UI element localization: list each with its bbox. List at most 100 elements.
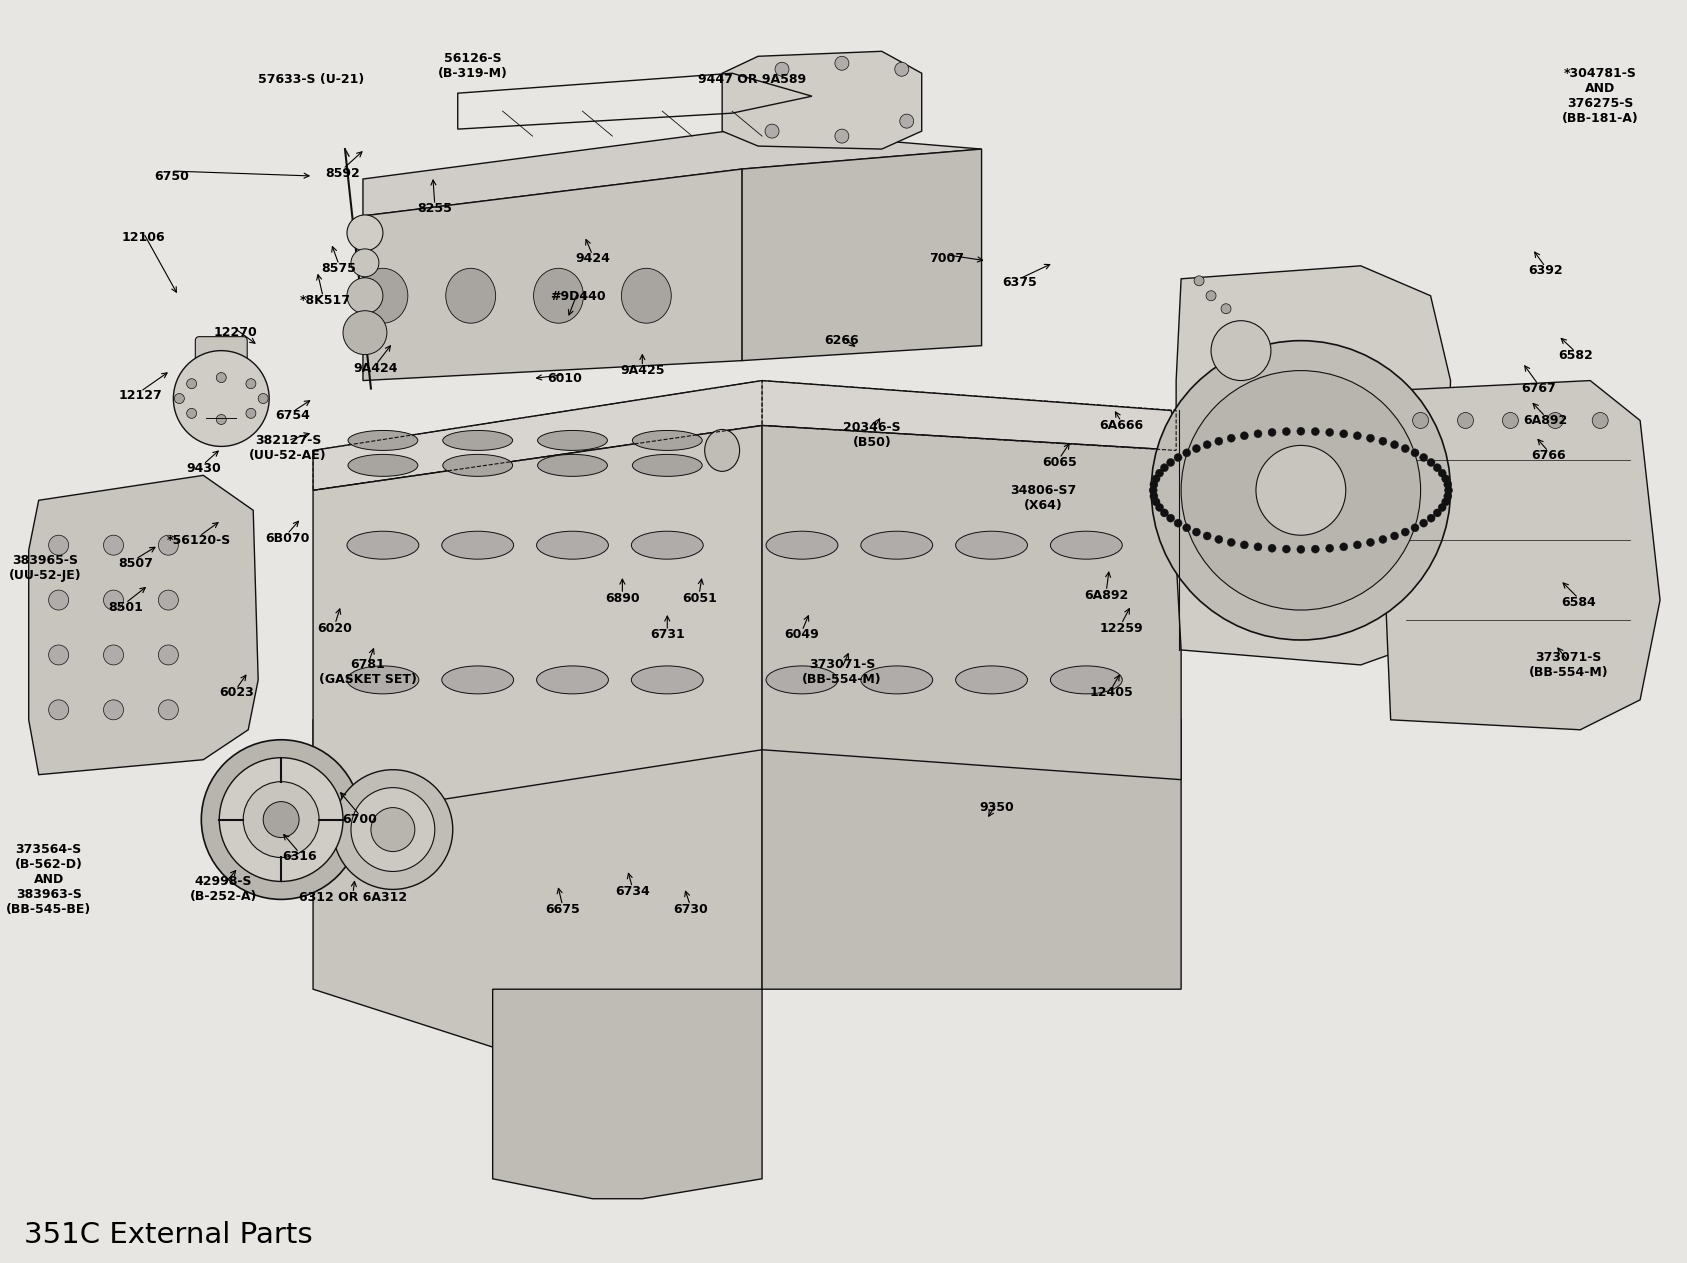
- Text: 12270: 12270: [213, 326, 256, 340]
- Circle shape: [342, 311, 386, 355]
- Circle shape: [1174, 519, 1183, 527]
- Polygon shape: [363, 129, 982, 216]
- Text: 6700: 6700: [342, 813, 378, 826]
- Polygon shape: [1176, 265, 1451, 664]
- Ellipse shape: [442, 455, 513, 476]
- Ellipse shape: [348, 455, 418, 476]
- Text: 6731: 6731: [649, 629, 685, 642]
- Text: 6316: 6316: [282, 850, 317, 863]
- Text: 6A892: 6A892: [1523, 414, 1567, 427]
- Circle shape: [103, 700, 123, 720]
- Circle shape: [1156, 469, 1164, 477]
- Polygon shape: [493, 989, 763, 1199]
- Circle shape: [1593, 413, 1608, 428]
- Circle shape: [1339, 429, 1348, 438]
- Circle shape: [1434, 509, 1441, 517]
- Text: 6A666: 6A666: [1100, 419, 1144, 432]
- Circle shape: [1149, 486, 1157, 494]
- Text: 57633-S (U-21): 57633-S (U-21): [258, 73, 364, 86]
- Circle shape: [246, 408, 256, 418]
- Ellipse shape: [348, 666, 418, 693]
- Ellipse shape: [358, 268, 408, 323]
- Circle shape: [246, 379, 256, 389]
- Text: 8255: 8255: [417, 202, 452, 216]
- Text: 6890: 6890: [606, 591, 639, 605]
- Circle shape: [1240, 432, 1248, 440]
- Polygon shape: [363, 169, 742, 380]
- Polygon shape: [722, 52, 921, 149]
- Circle shape: [1353, 541, 1361, 549]
- Circle shape: [1203, 441, 1211, 448]
- Polygon shape: [314, 380, 1181, 490]
- Circle shape: [899, 114, 914, 128]
- Circle shape: [1547, 413, 1564, 428]
- Circle shape: [1439, 504, 1446, 512]
- Circle shape: [1339, 543, 1348, 551]
- Text: 6750: 6750: [154, 169, 189, 183]
- Text: 6375: 6375: [1002, 277, 1038, 289]
- Circle shape: [1221, 303, 1232, 313]
- Circle shape: [49, 536, 69, 556]
- Circle shape: [174, 394, 184, 403]
- Circle shape: [332, 769, 452, 889]
- Circle shape: [1193, 445, 1201, 452]
- Ellipse shape: [442, 532, 513, 560]
- Ellipse shape: [538, 431, 607, 451]
- Ellipse shape: [536, 666, 609, 693]
- Text: 373071-S
(BB-554-M): 373071-S (BB-554-M): [801, 658, 882, 686]
- Circle shape: [835, 57, 849, 71]
- Text: 6675: 6675: [545, 903, 580, 916]
- Text: 6766: 6766: [1532, 448, 1566, 462]
- Circle shape: [1458, 413, 1473, 428]
- Circle shape: [348, 215, 383, 251]
- Circle shape: [766, 124, 779, 138]
- Circle shape: [1366, 434, 1375, 442]
- Text: 12106: 12106: [121, 231, 165, 244]
- Text: 6582: 6582: [1557, 349, 1593, 362]
- Text: 6392: 6392: [1528, 264, 1562, 278]
- Text: 6312 OR 6A312: 6312 OR 6A312: [299, 890, 407, 904]
- Text: 8592: 8592: [326, 167, 361, 179]
- Circle shape: [1156, 504, 1164, 512]
- Circle shape: [348, 278, 383, 313]
- Circle shape: [1378, 437, 1387, 445]
- Circle shape: [371, 807, 415, 851]
- Text: *8K517: *8K517: [300, 294, 351, 307]
- Circle shape: [1226, 434, 1235, 442]
- Text: 6734: 6734: [616, 885, 649, 898]
- Circle shape: [1183, 448, 1191, 457]
- Circle shape: [1311, 428, 1319, 436]
- Text: 20346-S
(B50): 20346-S (B50): [844, 422, 901, 450]
- Circle shape: [1444, 486, 1453, 494]
- Ellipse shape: [442, 431, 513, 451]
- Text: 373564-S
(B-562-D)
AND
383963-S
(BB-545-BE): 373564-S (B-562-D) AND 383963-S (BB-545-…: [7, 842, 91, 916]
- Circle shape: [1378, 536, 1387, 543]
- Ellipse shape: [860, 532, 933, 560]
- Text: 6767: 6767: [1522, 381, 1555, 395]
- Circle shape: [216, 414, 226, 424]
- Text: 6065: 6065: [1043, 456, 1076, 469]
- Circle shape: [1444, 493, 1453, 500]
- Text: 6049: 6049: [784, 629, 820, 642]
- Circle shape: [1152, 498, 1161, 505]
- Polygon shape: [763, 426, 1181, 779]
- Text: #9D440: #9D440: [550, 290, 606, 303]
- Circle shape: [1326, 428, 1334, 437]
- Text: 9424: 9424: [575, 253, 611, 265]
- Circle shape: [1269, 428, 1275, 437]
- Circle shape: [1174, 453, 1183, 461]
- Circle shape: [1297, 427, 1304, 436]
- Circle shape: [1211, 321, 1270, 380]
- Text: 6781
(GASKET SET): 6781 (GASKET SET): [319, 658, 417, 686]
- Circle shape: [1410, 524, 1419, 532]
- Circle shape: [1353, 432, 1361, 440]
- Text: 9350: 9350: [978, 801, 1014, 815]
- Circle shape: [1420, 519, 1427, 527]
- Text: 8575: 8575: [322, 263, 356, 275]
- Circle shape: [159, 590, 179, 610]
- Text: 12259: 12259: [1100, 621, 1144, 634]
- Circle shape: [1206, 290, 1216, 301]
- Circle shape: [258, 394, 268, 403]
- Ellipse shape: [633, 455, 702, 476]
- Ellipse shape: [955, 532, 1027, 560]
